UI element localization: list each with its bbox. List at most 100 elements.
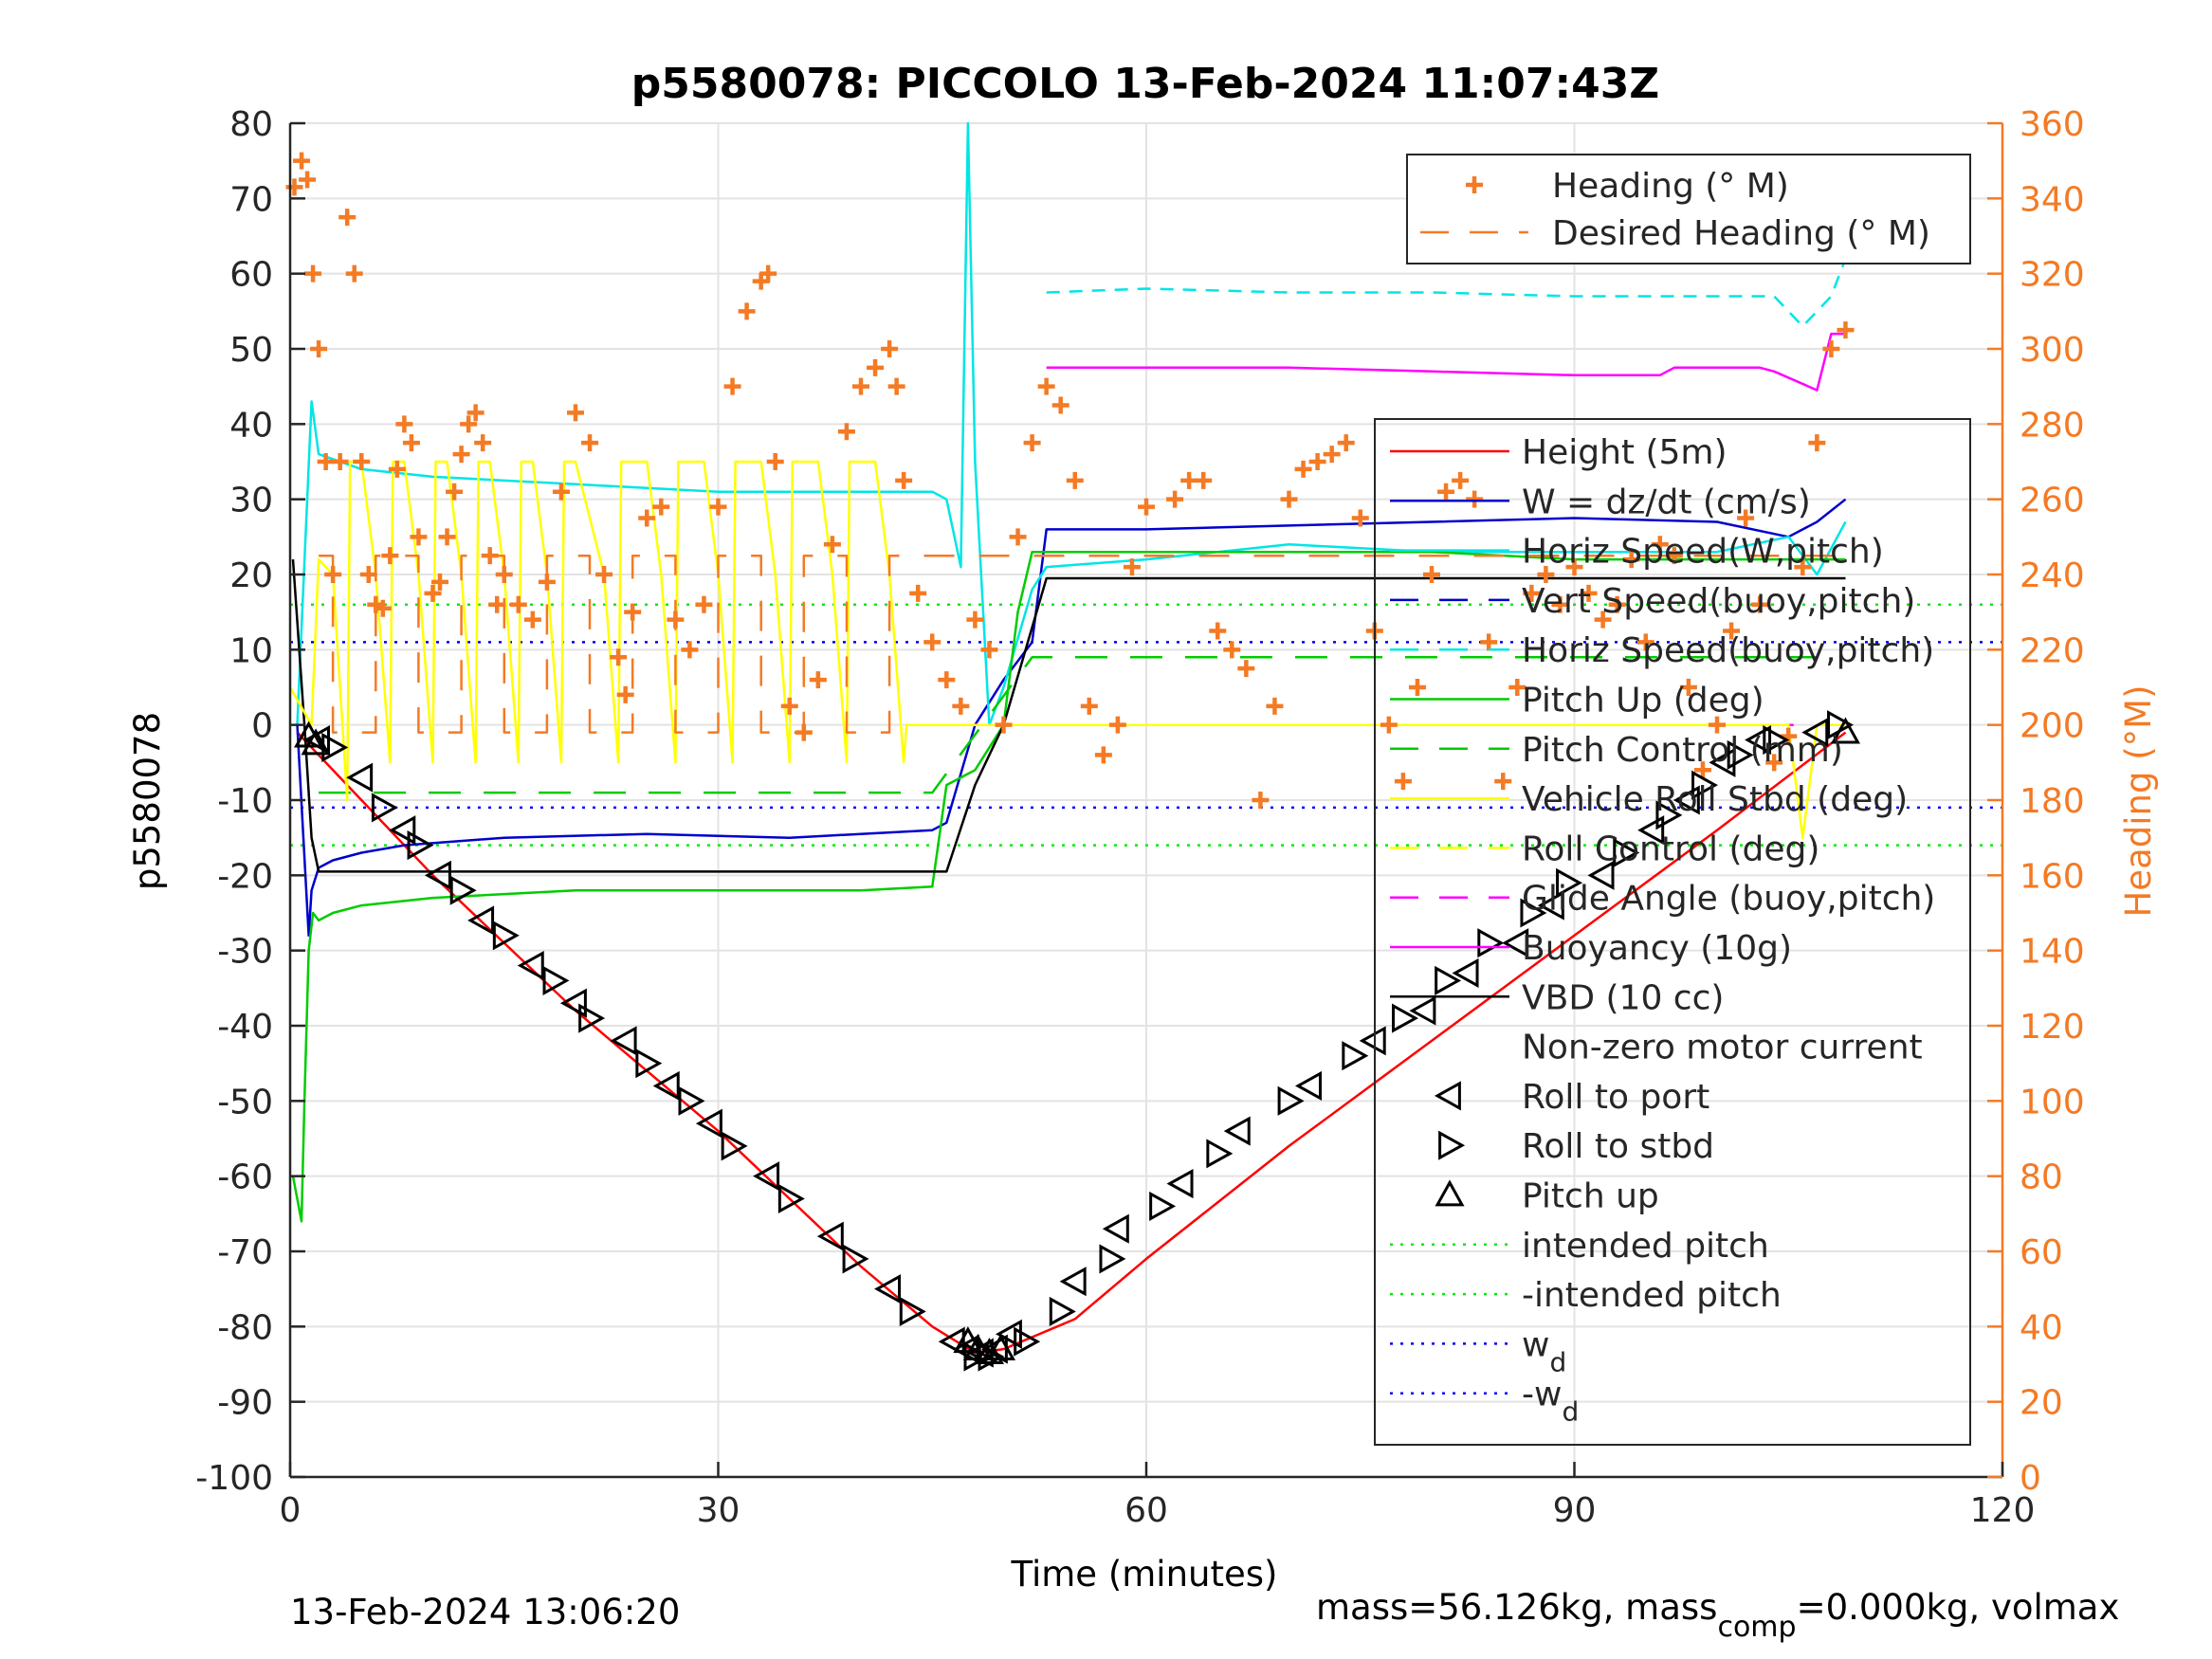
heading-point [1423, 566, 1440, 583]
legend-main-entry: Vert Speed(buoy,pitch) [1522, 582, 1915, 621]
markers-roll-to-stbd [321, 710, 1855, 1372]
legend-main-entry-text: Pitch Up (deg) [1522, 682, 1764, 720]
roll-to-stbd-marker [1392, 1003, 1418, 1033]
legend-main-entry-text: Horiz Speed(W,pitch) [1522, 533, 1884, 572]
roll-to-port-marker [1223, 1116, 1251, 1146]
heading-point [1580, 584, 1598, 602]
roll-to-stbd-marker [371, 793, 398, 823]
x-tick-label: 30 [697, 1491, 740, 1530]
roll-to-stbd-marker [1014, 1326, 1041, 1357]
heading-point [431, 573, 449, 591]
series-vbd-10-cc [291, 559, 1846, 873]
heading-point [304, 264, 322, 283]
heading-point [616, 685, 634, 703]
roll-to-stbd-marker [1477, 928, 1505, 958]
legend-main-entry-text: Non-zero motor current [1522, 1029, 1923, 1067]
legend-main-entry-text: -w [1522, 1376, 1562, 1414]
heading-point [1051, 396, 1069, 414]
roll-to-stbd-marker [1520, 898, 1547, 928]
y-tick-label: -50 [217, 1083, 273, 1121]
heading-point [1608, 595, 1626, 613]
heading-point [852, 377, 869, 395]
heading-point [446, 483, 464, 501]
roll-to-port-marker [1294, 1070, 1322, 1102]
legend-main-entry: intended pitch [1522, 1227, 1769, 1266]
heading-point [1751, 595, 1769, 613]
heading-point [1551, 595, 1569, 613]
roll-to-stbd-marker [721, 1131, 748, 1161]
axes: 0 30 60 90 12080706050403020100-10-20-30-40-… [195, 105, 2084, 1530]
y2-tick-label: 200 [2020, 707, 2085, 746]
heading-point [317, 453, 335, 470]
y-tick-label: -20 [217, 857, 273, 896]
y2-tick-label: 140 [2020, 933, 2085, 972]
legend-sample [1434, 1081, 1461, 1111]
legend-main-entry: Buoyancy (10g) [1522, 929, 1792, 968]
y2-tick-label: 80 [2020, 1158, 2063, 1197]
legend-main-entry-text: Buoyancy (10g) [1522, 929, 1792, 968]
legend-main-entry-text: W = dz/dt (cm/s) [1522, 483, 1811, 521]
legend-main-entry-text: Horiz Speed(buoy,pitch) [1522, 631, 1934, 670]
heading-point [695, 595, 713, 613]
heading-point [723, 377, 741, 395]
roll-to-stbd-marker [542, 965, 570, 995]
roll-to-port-marker [424, 860, 451, 890]
legend-heading-box [1406, 154, 1971, 264]
heading-point [1437, 483, 1455, 501]
heading-point [1023, 434, 1041, 452]
heading-point [1636, 633, 1654, 651]
roll-to-stbd-marker [1691, 770, 1719, 800]
heading-point [1037, 377, 1055, 395]
legend-main-entry: Roll to port [1522, 1078, 1709, 1117]
y-tick-label: 50 [229, 331, 273, 370]
x-tick-label: 90 [1553, 1491, 1597, 1530]
roll-to-port-marker [1166, 1169, 1194, 1199]
y2-tick-label: 180 [2020, 782, 2085, 821]
heading-point [966, 611, 984, 629]
heading-point [652, 498, 670, 516]
heading-point [374, 599, 392, 617]
y2-tick-label: 300 [2020, 331, 2085, 370]
legend-heading-entry-text: Desired Heading (° M) [1552, 214, 1930, 253]
heading-point [638, 509, 656, 527]
heading-point [1123, 558, 1141, 576]
heading-point [1622, 551, 1640, 569]
heading-point [1266, 697, 1284, 715]
heading-point [1508, 679, 1526, 696]
heading-point [1323, 446, 1341, 464]
legend-main-entry: Non-zero motor current [1522, 1029, 1923, 1067]
legend-main-entry-text: intended pitch [1522, 1227, 1769, 1266]
y-tick-label: -90 [217, 1384, 273, 1423]
roll-to-stbd-marker [1206, 1139, 1234, 1169]
y-tick-label: -60 [217, 1158, 273, 1197]
heading-point [1537, 566, 1555, 583]
heading-point [980, 641, 998, 659]
chart-title: p5580078: PICCOLO 13-Feb-2024 11:07:43Z [631, 60, 1659, 108]
legend-main-entry: Glide Angle (buoy,pitch) [1522, 880, 1935, 919]
plot-area [285, 121, 2002, 1372]
legend-main-entry: Vehicle Roll Stbd (deg) [1522, 780, 1908, 819]
footer-mass: mass=56.126kg, masscomp=0.000kg, volmax [1316, 1587, 2119, 1644]
legend-main-entry: W = dz/dt (cm/s) [1522, 483, 1811, 521]
roll-to-port-marker [1059, 1267, 1087, 1297]
heading-point [410, 528, 428, 546]
legend-main-entry: Pitch Up (deg) [1522, 682, 1764, 720]
heading-point [353, 453, 371, 470]
roll-to-port-marker [1709, 747, 1736, 777]
roll-to-stbd-marker [842, 1244, 869, 1274]
y2-axis-label: Heading (°M) [2118, 684, 2159, 917]
heading-point [887, 377, 905, 395]
heading-point [1280, 490, 1298, 508]
heading-point [1080, 697, 1098, 715]
roll-to-port-marker [995, 1319, 1022, 1349]
heading-point [331, 453, 349, 470]
legend-main-entry-text: Pitch Control (mm) [1522, 731, 1843, 770]
y2-tick-label: 280 [2020, 406, 2085, 445]
heading-point [1209, 622, 1227, 640]
roll-to-port-marker [1502, 928, 1529, 958]
y-tick-label: 10 [229, 631, 273, 670]
heading-point [310, 340, 328, 357]
heading-point [509, 595, 527, 613]
heading-point [595, 566, 613, 583]
heading-point [1679, 679, 1697, 696]
